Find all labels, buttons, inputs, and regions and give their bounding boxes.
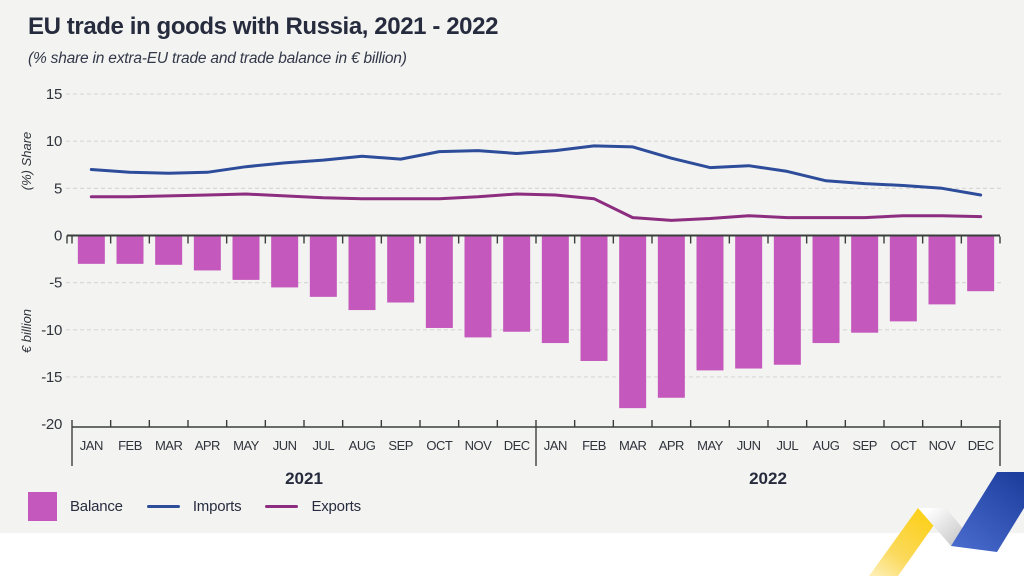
balance-bar xyxy=(735,236,763,369)
balance-bar xyxy=(271,236,299,288)
balance-bar xyxy=(503,236,531,332)
balance-bar xyxy=(851,236,879,333)
month-label: NOV xyxy=(465,438,493,453)
month-label: FEB xyxy=(582,438,606,453)
y-tick-label: -5 xyxy=(49,275,62,292)
month-label: JUL xyxy=(777,438,799,453)
month-label: APR xyxy=(659,438,684,453)
balance-bar xyxy=(928,236,956,305)
month-label: SEP xyxy=(852,438,877,453)
balance-bar xyxy=(348,236,376,311)
month-label: FEB xyxy=(118,438,142,453)
balance-bar xyxy=(309,236,337,297)
balance-bar xyxy=(967,236,995,292)
month-label: OCT xyxy=(426,438,453,453)
legend-label-imports: Imports xyxy=(192,497,242,515)
balance-bar xyxy=(116,236,144,264)
page-title: EU trade in goods with Russia, 2021 - 20… xyxy=(28,13,499,40)
page-subtitle: (% share in extra-EU trade and trade bal… xyxy=(28,50,407,67)
month-label: JUN xyxy=(737,438,761,453)
month-label: AUG xyxy=(813,438,840,453)
month-label: MAR xyxy=(619,438,647,453)
balance-bar xyxy=(619,236,647,409)
y-tick-label: 15 xyxy=(46,86,62,103)
balance-bar xyxy=(77,236,105,264)
exports-line-swatch xyxy=(265,504,299,508)
month-label: AUG xyxy=(349,438,376,453)
imports-line-swatch xyxy=(146,504,180,508)
balance-bar xyxy=(387,236,415,303)
y-tick-label: 0 xyxy=(54,228,62,245)
month-label: APR xyxy=(195,438,220,453)
month-label: JUN xyxy=(273,438,297,453)
ribbon-blue-stripe xyxy=(951,472,1024,552)
footer-strip: eurostat xyxy=(0,533,1024,576)
year-label-2021: 2021 xyxy=(285,469,323,488)
ribbon-yellow-stripe xyxy=(869,508,946,576)
balance-swatch xyxy=(28,491,57,521)
month-label: DEC xyxy=(504,438,530,453)
month-label: NOV xyxy=(929,438,957,453)
month-label: SEP xyxy=(388,438,413,453)
month-label: MAY xyxy=(697,438,724,453)
chart-legend: Balance Imports Exports xyxy=(28,491,361,521)
balance-bar xyxy=(541,236,569,344)
month-label: JUL xyxy=(313,438,335,453)
ukraine-ribbon-graphic xyxy=(869,472,1024,576)
y-tick-label: -15 xyxy=(41,369,62,386)
share-axis-label: (%) Share xyxy=(19,132,34,191)
exports-line xyxy=(89,192,983,222)
legend-label-balance: Balance xyxy=(70,497,123,515)
balance-bar xyxy=(657,236,685,398)
month-label: MAR xyxy=(155,438,183,453)
month-label: JAN xyxy=(80,438,103,453)
billion-axis-label: € billion xyxy=(19,309,34,353)
imports-line xyxy=(89,144,983,197)
month-label: MAY xyxy=(233,438,260,453)
balance-bar xyxy=(696,236,724,371)
y-tick-label: 5 xyxy=(54,180,62,197)
y-tick-label: -20 xyxy=(41,416,62,433)
balance-bar xyxy=(773,236,801,365)
balance-bar xyxy=(464,236,492,338)
month-label: JAN xyxy=(544,438,567,453)
y-tick-label: 10 xyxy=(46,133,62,150)
balance-bar xyxy=(889,236,917,322)
balance-bar xyxy=(812,236,840,344)
balance-bar xyxy=(155,236,183,265)
balance-bar xyxy=(193,236,221,271)
month-label: DEC xyxy=(968,438,994,453)
legend-label-exports: Exports xyxy=(311,497,361,515)
balance-bar xyxy=(425,236,453,328)
balance-bar xyxy=(232,236,260,280)
month-label: OCT xyxy=(890,438,917,453)
y-tick-label: -10 xyxy=(41,322,62,339)
trade-chart: 15 10 5 0 -5 -10 -15 -20 (%) Share € billion JAN FE… xyxy=(19,86,1002,488)
year-label-2022: 2022 xyxy=(749,469,787,488)
balance-bar xyxy=(580,236,608,361)
